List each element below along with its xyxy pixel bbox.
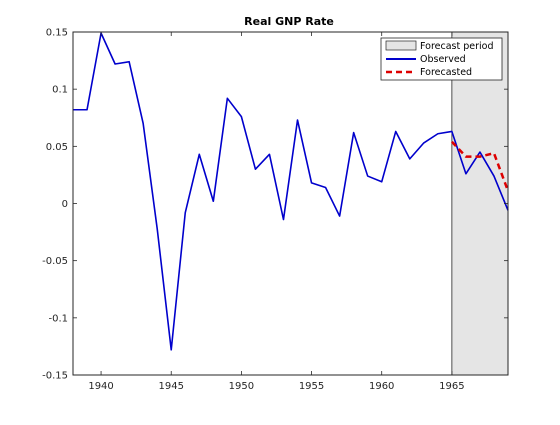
data-point-observed: [282, 218, 284, 220]
data-point-observed: [296, 119, 298, 121]
data-point-observed: [184, 211, 186, 213]
data-point-observed: [142, 122, 144, 124]
data-point-observed: [451, 130, 453, 132]
data-point-observed: [86, 109, 88, 111]
x-tick-label: 1960: [369, 381, 394, 392]
data-point-observed: [226, 97, 228, 99]
data-point-observed: [212, 200, 214, 202]
data-point-observed: [381, 181, 383, 183]
series-layer: [73, 32, 510, 351]
data-point-observed: [423, 142, 425, 144]
x-tick-label: 1950: [229, 381, 254, 392]
y-tick-label: 0: [62, 199, 68, 210]
y-tick-label: 0.1: [52, 85, 68, 96]
y-tick-label: 0.05: [46, 142, 68, 153]
y-tick-label: -0.05: [42, 256, 68, 267]
series-line-observed: [73, 32, 509, 351]
data-point-observed: [324, 186, 326, 188]
y-tick-label: 0.15: [46, 28, 68, 39]
x-tick-label: 1955: [299, 381, 324, 392]
data-point-forecasted: [465, 155, 467, 157]
data-point-observed: [366, 175, 368, 177]
data-point-observed: [493, 175, 495, 177]
data-point-observed: [254, 168, 256, 170]
data-point-observed: [338, 215, 340, 217]
legend-label-forecast-period: Forecast period: [420, 41, 493, 52]
data-point-observed: [352, 131, 354, 133]
data-point-observed: [198, 153, 200, 155]
legend-label-forecasted: Forecasted: [420, 67, 472, 78]
x-tick-label: 1965: [439, 381, 464, 392]
legend: Forecast period Observed Forecasted: [380, 37, 503, 81]
data-point-observed: [268, 153, 270, 155]
data-point-observed: [409, 158, 411, 160]
y-tick-label: -0.15: [42, 371, 68, 382]
data-point-observed: [465, 173, 467, 175]
data-point-observed: [114, 63, 116, 65]
chart-title: Real GNP Rate: [244, 15, 334, 28]
data-point-observed: [170, 349, 172, 351]
data-point-forecasted: [451, 141, 453, 143]
series-line-forecasted: [450, 140, 510, 192]
data-point-forecasted: [493, 152, 495, 154]
x-tick-label: 1945: [158, 381, 183, 392]
forecast-period-region: [451, 31, 509, 376]
data-point-observed: [479, 151, 481, 153]
data-point-observed: [395, 130, 397, 132]
data-point-observed: [437, 133, 439, 135]
data-point-forecasted: [479, 155, 481, 157]
legend-label-observed: Observed: [420, 54, 466, 65]
data-point-observed: [310, 182, 312, 184]
y-tick-label: -0.1: [48, 313, 68, 324]
data-point-observed: [240, 115, 242, 117]
x-tick-label: 1940: [88, 381, 113, 392]
data-point-observed: [128, 61, 130, 63]
ticks-layer: 1940 1945 1950 1955 1960 1965 -0.15 -0.1 -0.05 0 0…: [42, 28, 508, 392]
data-point-observed: [156, 227, 158, 229]
axes-box: [72, 31, 509, 376]
legend-swatch-forecast-period: [385, 40, 417, 51]
forecast-region-layer: [451, 31, 509, 376]
